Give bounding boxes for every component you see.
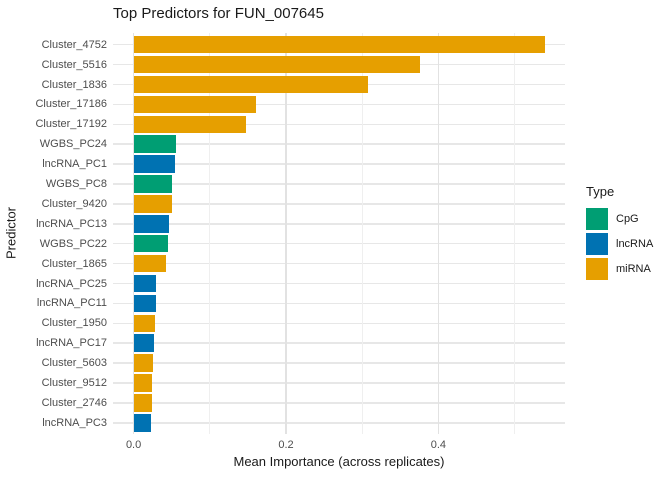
y-axis-label: Cluster_1865 bbox=[41, 257, 107, 270]
gridline-x-minor bbox=[209, 33, 211, 434]
bar-WGBS_PC22 bbox=[133, 234, 168, 253]
bar-Cluster_17192 bbox=[133, 115, 247, 134]
gridline-y bbox=[113, 402, 565, 404]
bar-Cluster_1865 bbox=[133, 254, 166, 273]
plot-panel bbox=[113, 33, 565, 434]
bar-Cluster_9420 bbox=[133, 195, 172, 213]
x-axis-tick-label: 0.4 bbox=[430, 439, 447, 451]
gridline-x-major bbox=[285, 33, 287, 434]
gridline-y bbox=[113, 262, 565, 265]
legend-swatch-lncRNA bbox=[586, 233, 608, 255]
bar-WGBS_PC8 bbox=[133, 175, 173, 193]
legend-title: Type bbox=[586, 184, 615, 199]
legend-items: CpG lncRNA miRNA bbox=[586, 208, 653, 280]
y-axis-label: Cluster_5516 bbox=[41, 58, 107, 71]
bar-lncRNA_PC25 bbox=[133, 274, 157, 293]
legend-label: CpG bbox=[616, 213, 639, 225]
legend: Type CpG lncRNA miRNA bbox=[586, 184, 653, 283]
bar-lncRNA_PC17 bbox=[133, 334, 154, 352]
legend-item-CpG: CpG bbox=[586, 208, 653, 230]
gridline-y bbox=[113, 302, 565, 305]
y-axis-label: Cluster_1836 bbox=[41, 78, 107, 91]
x-axis-tick-label: 0.2 bbox=[278, 439, 294, 451]
legend-label: lncRNA bbox=[616, 238, 654, 250]
gridline-x-major bbox=[132, 33, 135, 434]
legend-swatch-CpG bbox=[586, 208, 608, 230]
y-axis-label: Cluster_5603 bbox=[41, 357, 107, 370]
bar-Cluster_1950 bbox=[133, 314, 155, 333]
legend-swatch-miRNA bbox=[586, 258, 608, 280]
gridline-y bbox=[113, 163, 565, 165]
gridline-y bbox=[113, 382, 565, 384]
gridline-y bbox=[113, 203, 565, 205]
bar-lncRNA_PC11 bbox=[133, 294, 157, 313]
bar-lncRNA_PC1 bbox=[133, 155, 175, 173]
y-axis-label: WGBS_PC8 bbox=[45, 178, 107, 190]
legend-item-miRNA: miRNA bbox=[586, 258, 653, 280]
chart-title: Top Predictors for FUN_007645 bbox=[113, 5, 324, 22]
gridline-y bbox=[113, 242, 565, 245]
bar-lncRNA_PC13 bbox=[133, 215, 169, 233]
legend-label: miRNA bbox=[616, 263, 651, 275]
gridline-y bbox=[113, 143, 565, 145]
gridline-y bbox=[113, 223, 565, 225]
y-axis-label: Cluster_9420 bbox=[41, 197, 107, 210]
y-axis-label: Cluster_17192 bbox=[35, 118, 107, 131]
y-axis-label: Cluster_2746 bbox=[41, 396, 107, 409]
gridline-x-major bbox=[437, 33, 440, 434]
gridline-x-minor bbox=[361, 33, 363, 434]
y-axis-label: Cluster_1950 bbox=[41, 317, 107, 330]
y-axis-label: WGBS_PC22 bbox=[39, 237, 107, 250]
y-axis-title: Predictor bbox=[3, 206, 19, 260]
legend-item-lncRNA: lncRNA bbox=[586, 233, 653, 255]
gridline-y bbox=[113, 183, 565, 185]
bar-Cluster_1836 bbox=[133, 75, 369, 94]
bar-WGBS_PC24 bbox=[133, 135, 176, 153]
bar-Cluster_2746 bbox=[133, 394, 152, 412]
y-axis-label: Cluster_4752 bbox=[41, 38, 107, 51]
gridline-y bbox=[113, 342, 565, 344]
y-axis-label: lncRNA_PC11 bbox=[36, 297, 107, 310]
y-axis-label: lncRNA_PC25 bbox=[36, 277, 107, 290]
gridline-y bbox=[113, 282, 565, 285]
bar-Cluster_9512 bbox=[133, 374, 152, 392]
y-axis-label: lncRNA_PC13 bbox=[36, 217, 107, 230]
bar-lncRNA_PC3 bbox=[133, 414, 152, 432]
gridline-x-minor bbox=[514, 33, 516, 434]
gridline-y bbox=[113, 322, 565, 325]
gridline-y bbox=[113, 362, 565, 364]
y-axis-label: Cluster_9512 bbox=[41, 377, 107, 389]
y-axis-label: Cluster_17186 bbox=[35, 98, 107, 111]
x-axis-title: Mean Importance (across replicates) bbox=[233, 454, 445, 469]
gridline-y bbox=[113, 123, 565, 126]
y-axis-label: lncRNA_PC17 bbox=[36, 337, 107, 350]
y-axis-label: lncRNA_PC3 bbox=[42, 416, 107, 429]
y-axis-label: WGBS_PC24 bbox=[39, 138, 107, 151]
y-axis-label: lncRNA_PC1 bbox=[42, 158, 107, 171]
x-axis-tick-label: 0.0 bbox=[125, 439, 142, 451]
bar-Cluster_17186 bbox=[133, 95, 257, 114]
bar-Cluster_5603 bbox=[133, 354, 154, 372]
bar-Cluster_4752 bbox=[133, 35, 546, 54]
gridline-y bbox=[113, 422, 565, 424]
gridline-y bbox=[113, 103, 565, 106]
bar-Cluster_5516 bbox=[133, 55, 421, 74]
